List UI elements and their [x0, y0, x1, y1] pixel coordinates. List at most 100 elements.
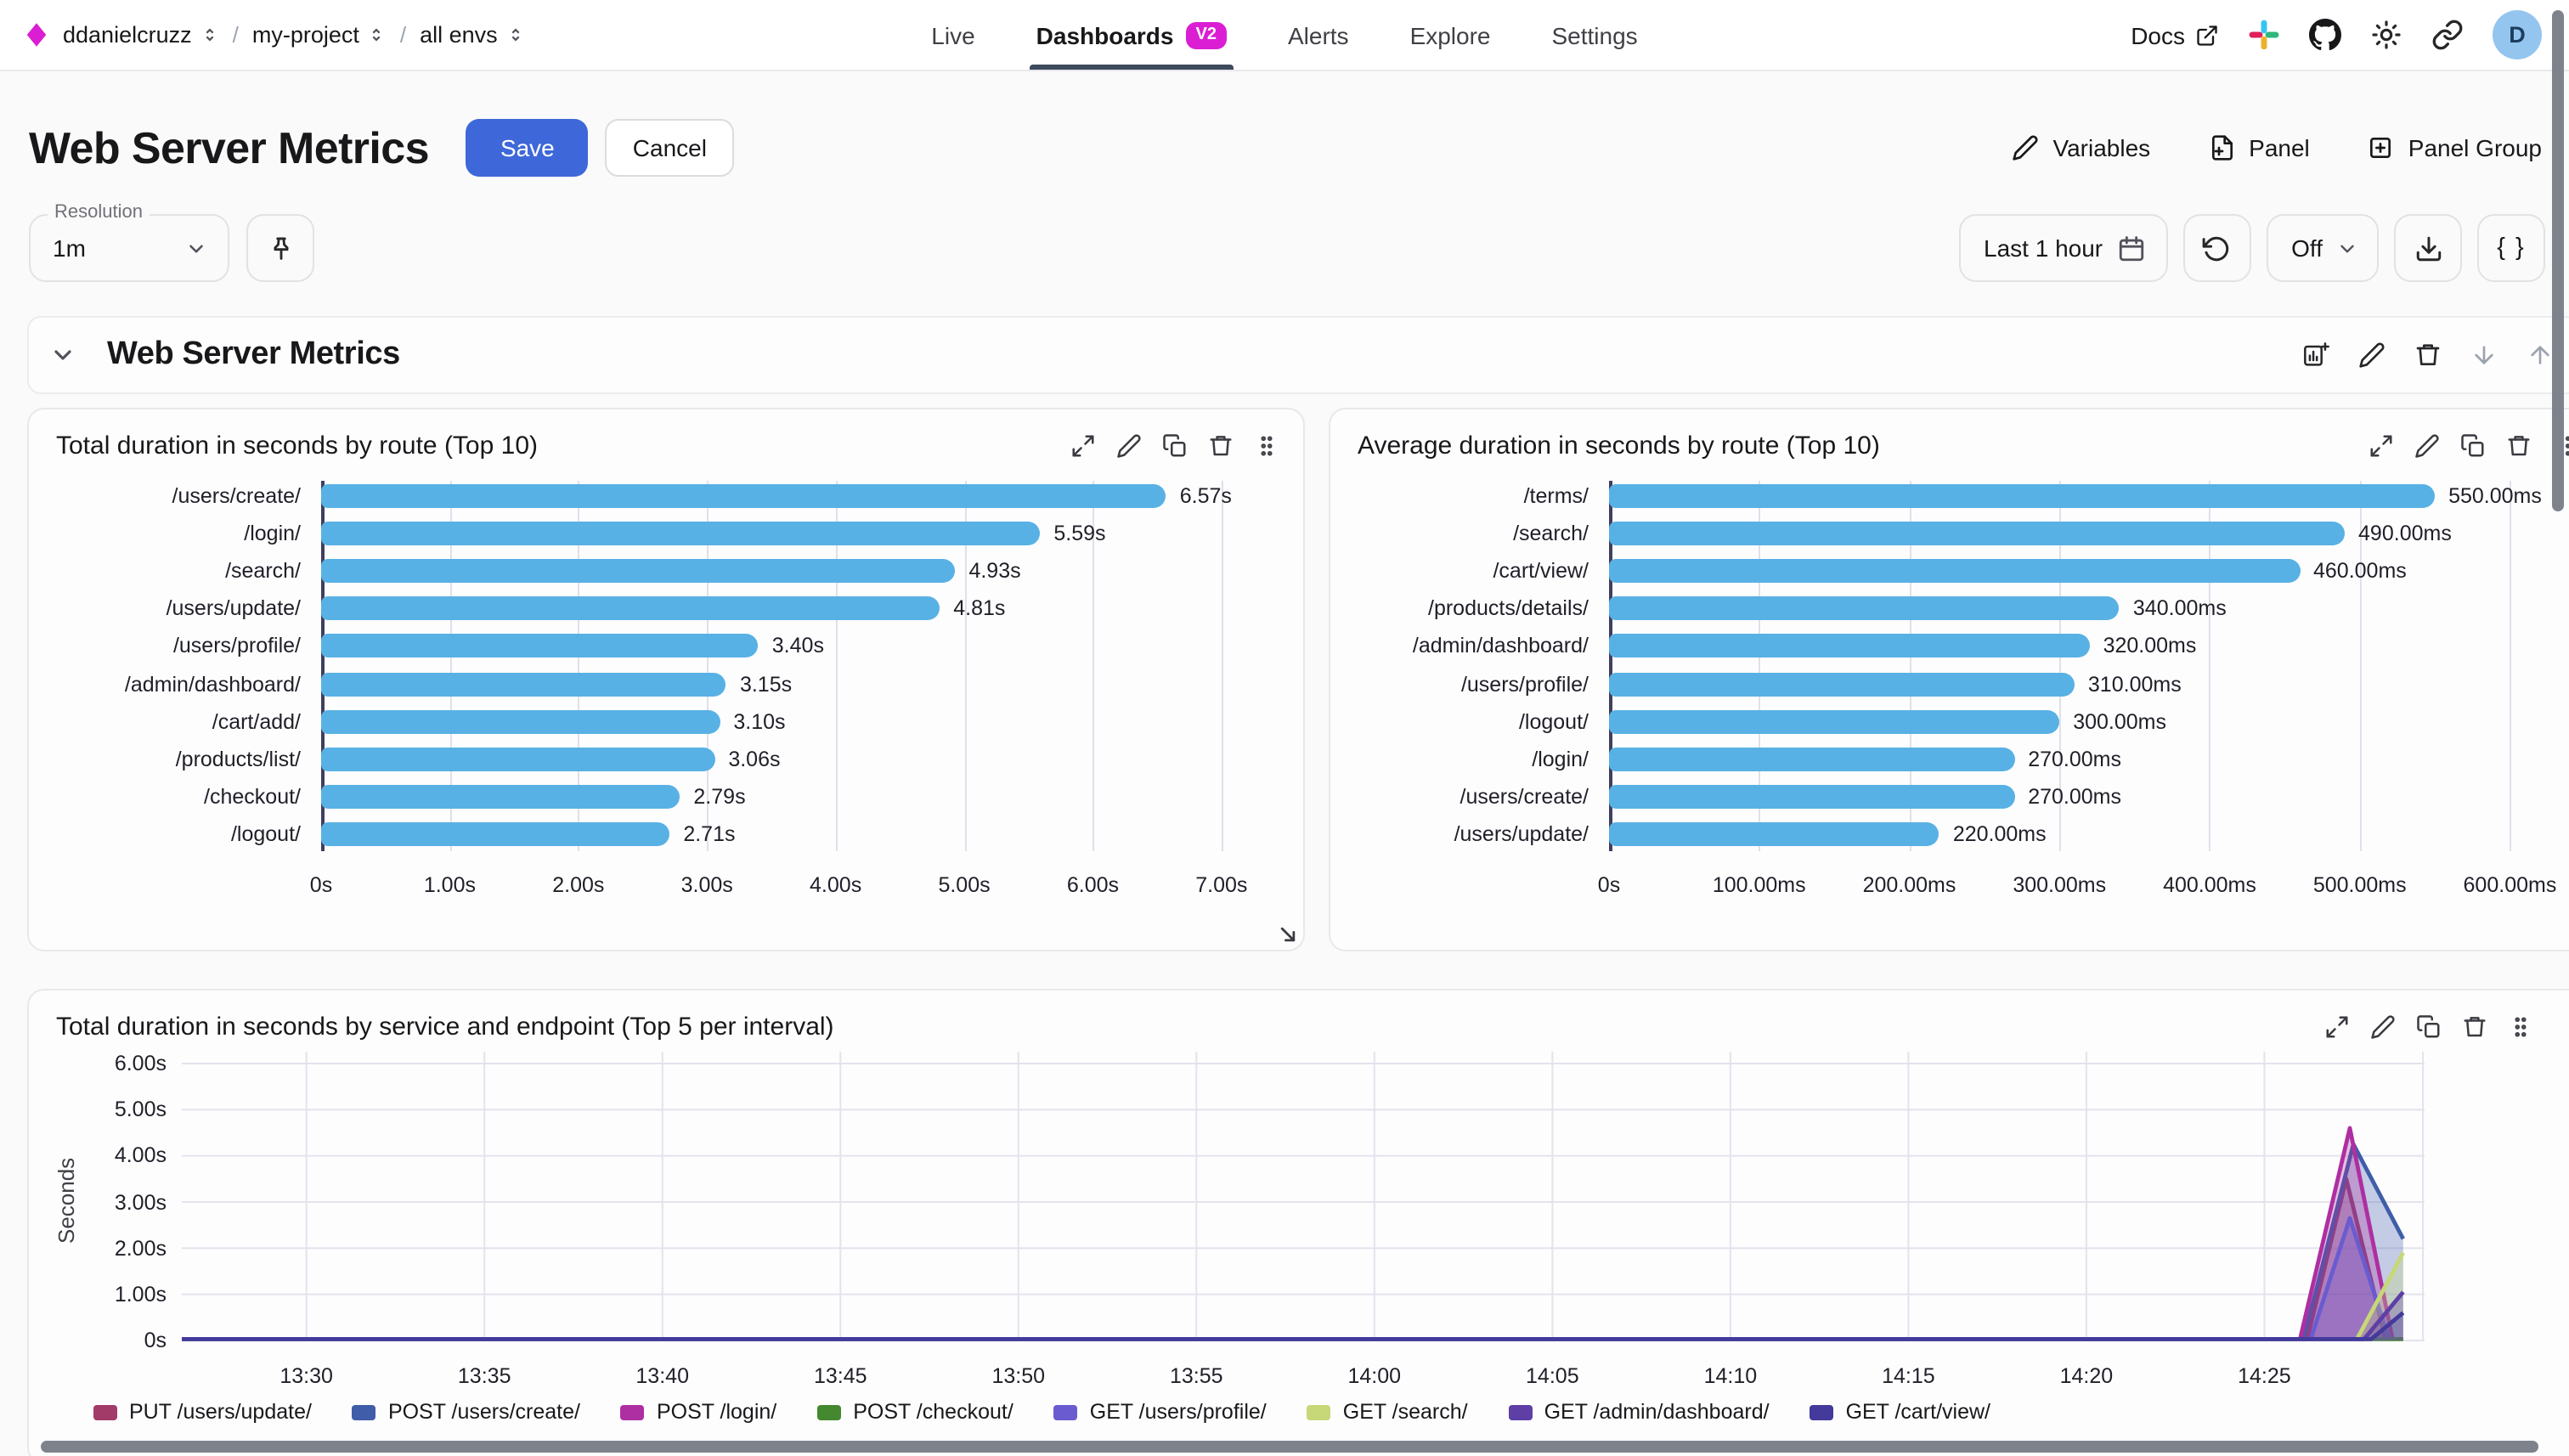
edit-panel-icon[interactable] [2370, 1014, 2396, 1040]
bar[interactable] [321, 672, 726, 697]
expand-panel-icon[interactable] [2369, 433, 2394, 459]
legend-item[interactable]: POST /checkout/ [817, 1400, 1013, 1424]
bar-track: 2.71s [321, 821, 1279, 846]
delete-group-icon[interactable] [2414, 341, 2442, 369]
bar[interactable] [1609, 672, 2075, 697]
chevron-down-icon [2340, 244, 2354, 252]
bar[interactable] [321, 784, 680, 809]
series-area [182, 1292, 2403, 1340]
series-area [182, 1128, 2393, 1340]
edit-panel-icon[interactable] [2414, 433, 2440, 459]
logfire-logo-icon[interactable] [24, 20, 49, 49]
legend-item[interactable]: GET /admin/dashboard/ [1508, 1400, 1770, 1424]
vertical-scrollbar[interactable] [2552, 10, 2564, 511]
edit-panel-icon[interactable] [1116, 433, 1142, 459]
bar[interactable] [321, 747, 715, 771]
value-label: 3.15s [739, 672, 793, 697]
variables-button[interactable]: Variables [2013, 134, 2150, 161]
breadcrumb-env[interactable]: all envs [420, 22, 525, 48]
bar[interactable] [321, 484, 1166, 508]
bar[interactable] [1609, 784, 2015, 809]
legend-item[interactable]: GET /cart/view/ [1810, 1400, 1990, 1424]
add-panel-button[interactable]: Panel [2208, 134, 2310, 161]
legend-item[interactable]: GET /users/profile/ [1053, 1400, 1267, 1424]
expand-panel-icon[interactable] [2324, 1014, 2350, 1040]
legend-swatch [352, 1404, 376, 1419]
bar[interactable] [321, 821, 670, 846]
resolution-select[interactable]: Resolution 1m [29, 202, 229, 282]
bar[interactable] [321, 634, 759, 658]
share-link-icon[interactable] [2431, 19, 2464, 51]
edit-group-icon[interactable] [2358, 341, 2386, 369]
user-avatar[interactable]: D [2493, 10, 2542, 59]
bar[interactable] [321, 709, 720, 734]
tab-dashboards[interactable]: Dashboards V2 [1029, 0, 1234, 70]
theme-sun-icon[interactable] [2370, 19, 2402, 51]
legend-item[interactable]: PUT /users/update/ [93, 1400, 312, 1424]
horizontal-scrollbar[interactable] [41, 1441, 2538, 1453]
move-group-down-icon[interactable] [2470, 341, 2498, 369]
docs-link[interactable]: Docs [2131, 21, 2219, 48]
breadcrumb-org[interactable]: ddanielcruzz [63, 22, 219, 48]
area-chart-plot[interactable]: 13:30 13:35 13:40 13:45 13:50 13:55 14:00 14:05… [182, 1052, 2569, 1397]
category-label: /admin/dashboard/ [1412, 634, 1589, 658]
bar[interactable] [1609, 709, 2060, 734]
value-label: 3.40s [771, 634, 824, 658]
expand-panel-icon[interactable] [1070, 433, 1096, 459]
bar[interactable] [1609, 634, 2090, 658]
selector-updown-icon [511, 28, 520, 42]
legend-item[interactable]: GET /search/ [1307, 1400, 1468, 1424]
duplicate-panel-icon[interactable] [2460, 433, 2486, 459]
add-panel-group-button[interactable]: Panel Group [2368, 134, 2542, 161]
json-view-button[interactable]: { } [2477, 214, 2545, 282]
bar[interactable] [1609, 747, 2015, 771]
y-tick-label: 5.00s [114, 1098, 167, 1122]
bar[interactable] [1609, 522, 2346, 546]
pin-resolution-button[interactable] [246, 214, 314, 282]
delete-panel-icon[interactable] [1208, 433, 1234, 459]
breadcrumb-project[interactable]: my-project [252, 22, 387, 48]
cancel-button[interactable]: Cancel [605, 119, 734, 177]
drag-handle-icon[interactable] [1254, 433, 1279, 459]
bar[interactable] [1609, 821, 1939, 846]
drag-handle-icon[interactable] [2508, 1014, 2533, 1040]
collapse-chevron-icon[interactable] [49, 341, 76, 369]
resize-handle-icon[interactable] [1278, 924, 1298, 945]
legend-item[interactable]: POST /users/create/ [352, 1400, 580, 1424]
bar[interactable] [321, 522, 1041, 546]
bar[interactable] [1609, 596, 2120, 621]
time-range-button[interactable]: Last 1 hour [1958, 214, 2168, 282]
bar-chart-total-duration[interactable]: /users/create/6.57s/login/5.59s/search/4… [29, 467, 1303, 909]
value-label: 460.00ms [2313, 559, 2407, 584]
github-icon[interactable] [2309, 19, 2341, 51]
tab-settings[interactable]: Settings [1552, 0, 1638, 70]
x-tick-label: 1.00s [423, 873, 476, 897]
download-button[interactable] [2394, 214, 2462, 282]
bar[interactable] [1609, 484, 2436, 508]
bar-chart-average-duration[interactable]: /terms/550.00ms/search/490.00ms/cart/vie… [1330, 467, 2569, 909]
docs-label: Docs [2131, 21, 2185, 48]
bar-track: 3.15s [321, 672, 1279, 697]
bar[interactable] [321, 559, 956, 584]
duplicate-panel-icon[interactable] [1162, 433, 1188, 459]
legend-item[interactable]: POST /login/ [620, 1400, 776, 1424]
auto-refresh-select[interactable]: Off [2266, 214, 2379, 282]
tab-explore[interactable]: Explore [1410, 0, 1491, 70]
save-button[interactable]: Save [466, 119, 589, 177]
delete-panel-icon[interactable] [2506, 433, 2532, 459]
move-group-up-icon[interactable] [2527, 341, 2554, 369]
delete-panel-icon[interactable] [2462, 1014, 2487, 1040]
slack-icon[interactable] [2248, 19, 2280, 51]
refresh-button[interactable] [2182, 214, 2251, 282]
tab-live[interactable]: Live [931, 0, 974, 70]
gridline [1221, 481, 1223, 851]
bar[interactable] [1609, 559, 2300, 584]
series-line [182, 1290, 2405, 1341]
bar-row: /login/270.00ms [1354, 747, 2569, 771]
duplicate-panel-icon[interactable] [2416, 1014, 2442, 1040]
auto-refresh-value: Off [2291, 234, 2323, 262]
tab-alerts[interactable]: Alerts [1288, 0, 1349, 70]
add-chart-icon[interactable] [2302, 341, 2329, 369]
bar[interactable] [321, 596, 940, 621]
bar-track: 4.81s [321, 596, 1279, 621]
